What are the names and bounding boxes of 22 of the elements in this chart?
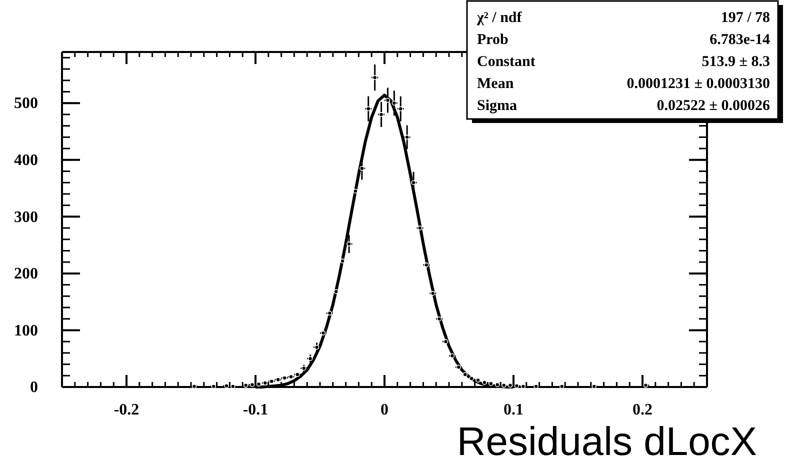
- x-axis-title: Residuals dLocX: [456, 420, 757, 464]
- annotation: 513.9 ± 8.3: [702, 54, 770, 70]
- annotation: Mean: [477, 76, 514, 92]
- text: Prob: [477, 32, 508, 48]
- x-tick-label: -0.1: [242, 401, 268, 418]
- annotation: 0.0001231 ± 0.0003130: [626, 76, 770, 92]
- annotation: Constant: [477, 54, 536, 70]
- y-tick-label: 0: [30, 379, 38, 396]
- y-tick-label: 500: [14, 95, 38, 112]
- y-tick-label: 100: [14, 322, 38, 340]
- y-tick-label: 400: [14, 152, 38, 169]
- y-tick-label: 300: [14, 208, 38, 226]
- annotation: Sigma: [477, 98, 518, 114]
- annotation: 0.02522 ± 0.00026: [656, 98, 770, 114]
- x-tick-label: 0.1: [504, 401, 524, 418]
- x-tick-label: 0: [380, 401, 388, 418]
- text: χ² / ndf: [476, 10, 523, 26]
- x-tick-label: -0.2: [114, 401, 140, 418]
- x-tick-label: 0.2: [632, 401, 652, 418]
- text: 197 / 78: [720, 10, 770, 26]
- y-tick-label: 200: [14, 266, 38, 283]
- text: 6.783e-14: [710, 32, 770, 48]
